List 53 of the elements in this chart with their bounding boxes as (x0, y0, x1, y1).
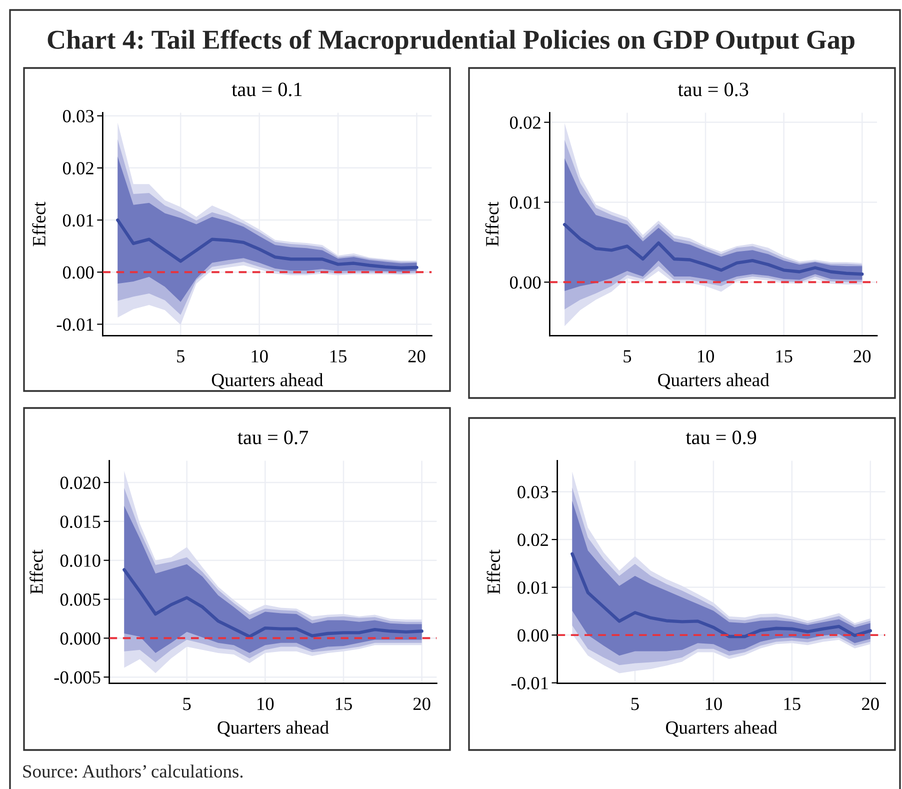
source-note: Source: Authors’ calculations. (23, 764, 243, 778)
x-tick-label: 20 (854, 350, 871, 362)
chart-title: tau = 0.7 (238, 430, 308, 444)
chart-title: tau = 0.3 (678, 82, 748, 96)
y-tick-label: 0.03 (518, 486, 548, 498)
x-tick-label: 15 (784, 698, 800, 710)
x-tick-label: 20 (862, 698, 879, 710)
x-tick-label: 10 (706, 698, 722, 710)
line-series (562, 223, 864, 276)
y-tick-label: 0.000 (60, 632, 100, 645)
x-tick-label: 5 (631, 698, 639, 710)
y-tick-label: 0.03 (62, 110, 94, 122)
x-tick-label: 10 (698, 350, 714, 362)
y-tick-label: -0.005 (54, 671, 100, 684)
y-tick-label: 0.02 (518, 534, 548, 546)
line-series (116, 218, 418, 270)
y-tick-label: 0.02 (62, 162, 94, 175)
y-tick-label: -0.01 (56, 318, 94, 331)
y-tick-label: 0.010 (60, 554, 100, 567)
x-tick-label: 15 (330, 350, 346, 362)
x-tick-label: 5 (183, 698, 191, 710)
y-axis-title: Effect (32, 202, 46, 246)
x-axis-title: Quarters ahead (666, 720, 778, 737)
y-tick-label: -0.01 (511, 676, 548, 690)
y-tick-label: 0.005 (60, 593, 100, 606)
x-tick-label: 10 (258, 698, 274, 710)
y-tick-label: 0.00 (510, 276, 541, 289)
y-axis-title: Effect (485, 202, 499, 246)
x-tick-label: 5 (177, 350, 184, 362)
line-series (122, 568, 424, 638)
x-tick-label: 20 (408, 350, 426, 362)
x-tick-label: 15 (336, 698, 352, 710)
y-tick-label: 0.02 (510, 116, 540, 129)
y-tick-label: 0.00 (62, 266, 94, 279)
x-axis-title: Quarters ahead (212, 373, 324, 390)
y-tick-label: 0.01 (518, 581, 548, 594)
y-axis-title: Effect (30, 550, 43, 594)
y-axis-title: Effect (486, 550, 500, 594)
x-tick-label: 20 (413, 698, 430, 710)
chart-title: tau = 0.1 (232, 82, 302, 96)
x-tick-label: 10 (252, 350, 268, 362)
x-tick-label: 15 (776, 350, 792, 362)
x-tick-label: 5 (624, 350, 632, 362)
y-tick-label: 0.00 (518, 629, 548, 642)
x-axis-title: Quarters ahead (218, 720, 329, 737)
y-tick-label: 0.01 (62, 214, 94, 227)
y-tick-label: 0.01 (510, 196, 540, 209)
chart-title: tau = 0.9 (686, 430, 756, 444)
x-axis-title: Quarters ahead (658, 373, 770, 390)
line-series (570, 552, 872, 638)
y-tick-label: 0.015 (60, 516, 100, 528)
y-tick-label: 0.020 (60, 476, 100, 490)
text: Chart 4: Tail Effects of Macroprudential Policies on GDP Output Gap (48, 30, 854, 54)
